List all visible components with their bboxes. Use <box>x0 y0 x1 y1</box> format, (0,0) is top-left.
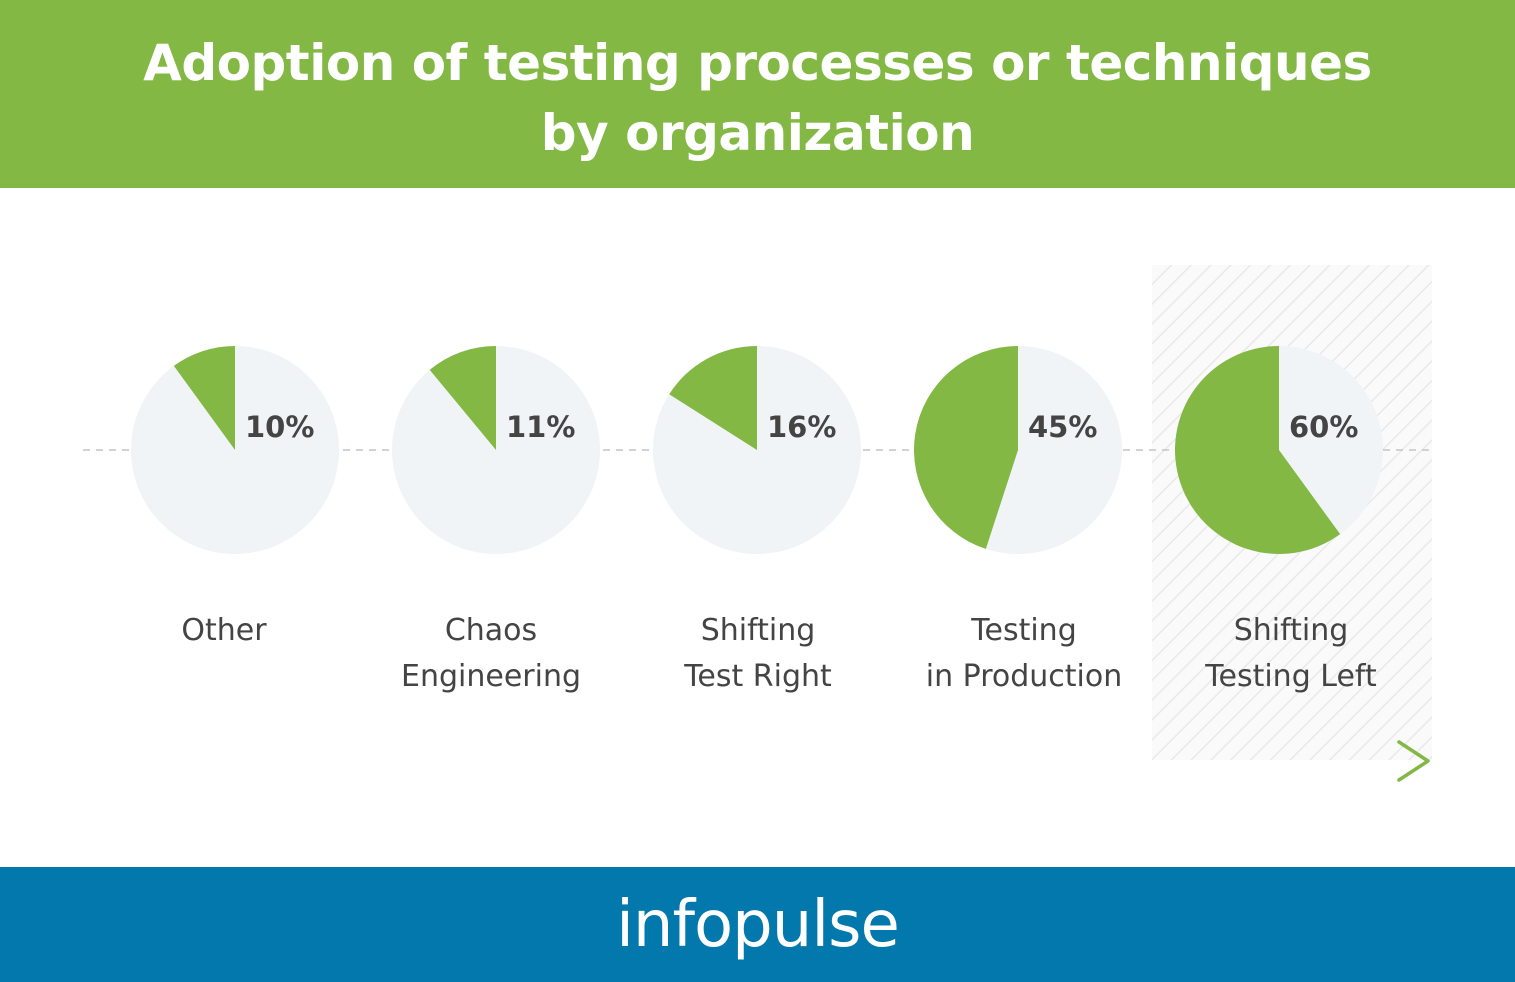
trend-arrow-head <box>1397 740 1430 782</box>
category-label: Engineering <box>401 659 581 694</box>
chart-title-line-1: Adoption of testing processes or techniq… <box>143 34 1372 92</box>
pie-4: 45% <box>913 346 1122 554</box>
value-label: 11% <box>506 410 575 444</box>
pie-5: 60% <box>1175 346 1383 554</box>
category-label: in Production <box>926 659 1123 694</box>
brand-logo-text: infopulse <box>616 888 900 962</box>
value-label: 45% <box>1028 410 1097 444</box>
chart-title-line-2: by organization <box>540 104 975 162</box>
value-label: 10% <box>245 410 314 444</box>
pie-2: 11% <box>392 346 600 554</box>
category-label: Testing Left <box>1204 659 1377 694</box>
category-label: Shifting <box>701 613 816 648</box>
pie-chart-row: 10% 11% 16% 45% 60% Other Chaos Engineering Shi… <box>0 188 1515 867</box>
category-label: Test Right <box>683 659 832 694</box>
header-banner: Adoption of testing processes or techniq… <box>0 0 1515 188</box>
pie-slice <box>429 346 496 450</box>
pie-slice <box>913 346 1018 549</box>
value-label: 60% <box>1289 410 1358 444</box>
pie-slice <box>669 346 757 450</box>
value-label: 16% <box>767 410 836 444</box>
pies-group: 10% 11% 16% 45% 60% <box>131 346 1383 554</box>
category-label: Other <box>181 613 267 648</box>
pie-slice <box>173 346 235 450</box>
category-label: Testing <box>970 613 1076 648</box>
pie-1: 10% <box>131 346 339 554</box>
category-label: Chaos <box>445 613 537 648</box>
category-labels-group: Other Chaos Engineering Shifting Test Right T… <box>181 613 1377 694</box>
pie-3: 16% <box>653 346 861 554</box>
category-label: Shifting <box>1234 613 1349 648</box>
chart-title: Adoption of testing processes or techniq… <box>0 28 1515 168</box>
footer-banner: infopulse <box>0 867 1515 982</box>
chart-canvas: 10% 11% 16% 45% 60% Other Chaos Engineering Shi… <box>83 265 1432 782</box>
pie-slice <box>1175 346 1341 554</box>
